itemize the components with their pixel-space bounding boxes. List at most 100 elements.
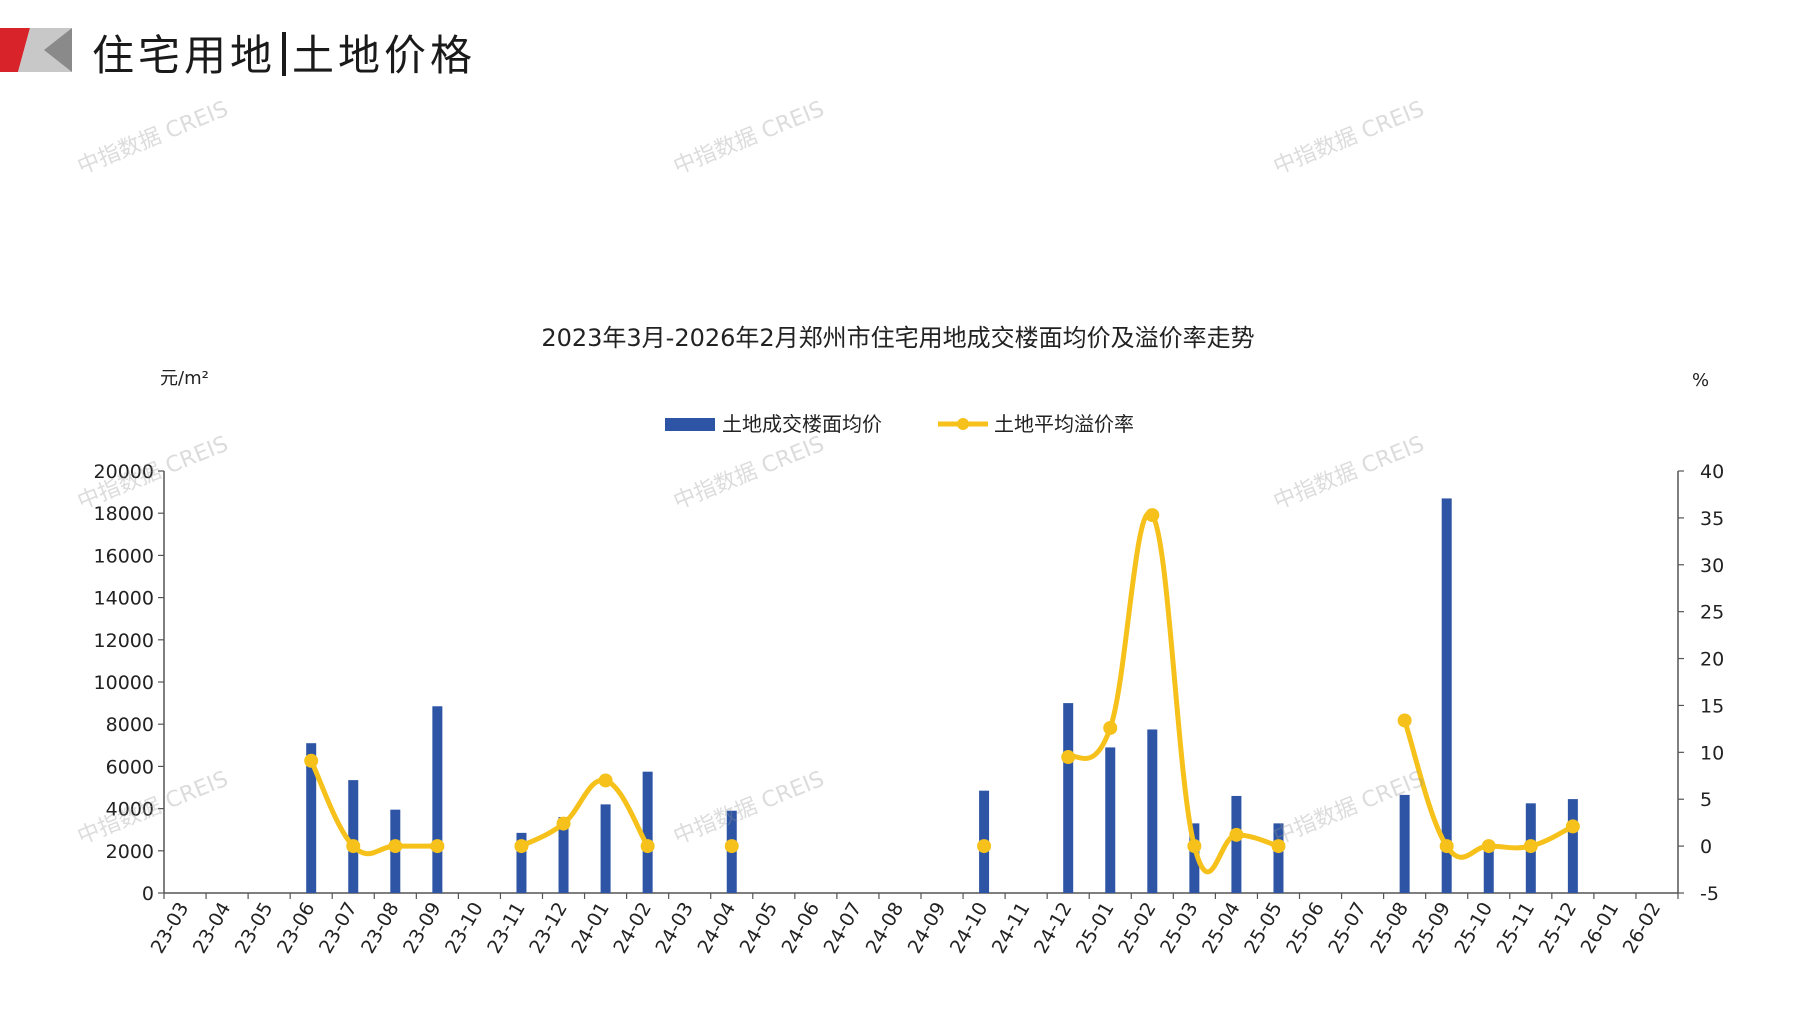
y-right-tick-label: 35: [1700, 508, 1724, 530]
line-point: [1397, 713, 1412, 728]
y-left-tick-label: 16000: [94, 545, 154, 567]
line-point: [430, 839, 445, 854]
y-right-tick-label: -5: [1700, 883, 1719, 905]
x-tick-label: 24-12: [1030, 899, 1077, 958]
bar: [1399, 794, 1410, 893]
line-point: [346, 839, 361, 854]
legend-line-marker: [957, 418, 969, 430]
bar: [516, 832, 527, 893]
y-left-tick-label: 6000: [106, 756, 154, 778]
bar: [1483, 844, 1494, 893]
page-title-main: 住宅用地: [92, 31, 277, 80]
x-tick-label: 23-10: [441, 899, 488, 958]
bar: [642, 771, 653, 893]
line-point: [1271, 839, 1286, 854]
x-tick-label: 23-12: [525, 899, 572, 958]
y-right-tick-label: 40: [1700, 461, 1724, 483]
x-tick-label: 23-07: [315, 899, 362, 958]
title-separator: [282, 32, 287, 76]
y-left-tick-label: 12000: [94, 630, 154, 652]
y-right-tick-label: 30: [1700, 555, 1724, 577]
legend-bar-swatch: [665, 418, 715, 431]
line-point: [977, 839, 992, 854]
line-segment: [1402, 719, 1574, 860]
x-tick-label: 23-03: [147, 899, 194, 958]
bar-series: [306, 498, 1578, 893]
logo-dark-shape: [44, 28, 72, 72]
line-point: [1439, 839, 1454, 854]
line-point: [556, 816, 571, 831]
bar: [1063, 703, 1074, 893]
y-right-unit: %: [1692, 370, 1709, 391]
x-tick-label: 25-07: [1324, 899, 1371, 958]
line-point: [640, 839, 655, 854]
x-tick-label: 25-12: [1535, 899, 1582, 958]
line-point: [1565, 819, 1580, 834]
x-tick-label: 24-09: [904, 899, 951, 958]
legend-bar-label: 土地成交楼面均价: [722, 412, 882, 436]
bar: [1273, 823, 1284, 893]
bar: [1441, 498, 1452, 893]
x-tick-label: 23-11: [483, 899, 530, 958]
y-right-tick-label: 0: [1700, 836, 1712, 858]
x-tick-label: 24-08: [862, 899, 909, 958]
x-tick-label: 24-11: [988, 899, 1035, 958]
line-point: [1481, 839, 1496, 854]
x-tick-label: 23-08: [357, 899, 404, 958]
line-point: [388, 839, 403, 854]
x-tick-label: 24-01: [567, 899, 614, 958]
line-point: [1145, 508, 1160, 523]
bar: [1105, 747, 1116, 893]
x-tick-label: 24-03: [651, 899, 698, 958]
x-tick-label: 24-04: [693, 899, 740, 958]
y-left-unit: 元/m²: [160, 368, 209, 389]
x-tick-label: 24-02: [609, 899, 656, 958]
line-point: [598, 773, 613, 788]
x-tick-label: 24-07: [820, 899, 867, 958]
chart-title: 2023年3月-2026年2月郑州市住宅用地成交楼面均价及溢价率走势: [541, 324, 1254, 352]
page-title: 住宅用地 土地价格: [92, 22, 476, 83]
line-point: [304, 753, 319, 768]
line-point: [1523, 839, 1538, 854]
x-tick-label: 24-06: [778, 899, 825, 958]
y-left-tick-label: 2000: [106, 841, 154, 863]
y-left-tick-label: 0: [142, 883, 154, 905]
y-left-tick-label: 20000: [94, 461, 154, 483]
x-tick-label: 23-05: [231, 899, 278, 958]
x-tick-label: 23-04: [189, 899, 236, 958]
line-segment: [520, 777, 650, 849]
x-tick-label: 25-08: [1366, 899, 1413, 958]
legend: 土地成交楼面均价 土地平均溢价率: [665, 412, 1134, 436]
x-tick-label: 24-10: [946, 898, 993, 957]
y-left-tick-label: 14000: [94, 588, 154, 610]
x-tick-label: 25-01: [1072, 899, 1119, 958]
page-title-sub: 土地价格: [292, 31, 477, 80]
logo-red-shape: [0, 28, 30, 72]
bar: [1147, 729, 1158, 893]
legend-line-label: 土地平均溢价率: [994, 412, 1134, 436]
bar: [558, 817, 569, 893]
y-left-tick-label: 18000: [94, 503, 154, 525]
x-tick-label: 26-01: [1577, 899, 1624, 958]
brand-logo: [0, 28, 72, 72]
bar: [432, 706, 443, 893]
x-tick-label: 23-09: [399, 899, 446, 958]
line-series: [304, 508, 1580, 875]
line-point: [1229, 827, 1244, 842]
line-point: [724, 839, 739, 854]
y-left-tick-label: 10000: [94, 672, 154, 694]
x-tick-label: 25-10: [1450, 899, 1497, 958]
line-point: [1187, 839, 1202, 854]
x-tick-label: 23-06: [273, 899, 320, 958]
x-tick-label: 25-06: [1282, 899, 1329, 958]
y-left-tick-label: 8000: [106, 714, 154, 736]
x-tick-label: 25-03: [1156, 899, 1203, 958]
y-right-tick-label: 15: [1700, 695, 1724, 717]
bar: [1231, 795, 1242, 893]
line-point: [1103, 720, 1118, 735]
bar: [1567, 799, 1578, 893]
line-segment: [308, 759, 438, 857]
x-tick-label: 25-09: [1408, 899, 1455, 958]
y-right-tick-label: 5: [1700, 789, 1712, 811]
